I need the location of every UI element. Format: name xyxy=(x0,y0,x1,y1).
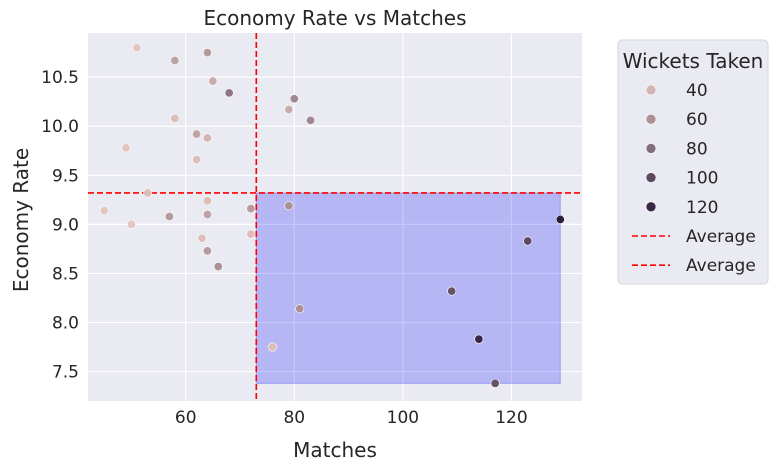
y-axis-label: Economy Rate xyxy=(9,148,33,292)
scatter-point xyxy=(132,43,142,53)
y-tick-label: 10.0 xyxy=(41,117,79,137)
scatter-point xyxy=(202,210,212,220)
scatter-point xyxy=(126,219,136,229)
scatter-point xyxy=(224,88,234,98)
scatter-point xyxy=(213,262,223,272)
legend-box xyxy=(617,39,769,285)
scatter-point xyxy=(523,236,533,246)
scatter-point xyxy=(192,155,202,165)
legend-marker xyxy=(645,143,657,154)
legend-label: Average xyxy=(686,227,756,247)
legend-marker xyxy=(645,172,657,183)
scatter-points-layer xyxy=(99,43,565,388)
highlight-region xyxy=(255,192,561,384)
legend-label: 80 xyxy=(686,139,708,159)
scatter-point xyxy=(121,143,131,153)
x-axis-label: Matches xyxy=(293,438,377,462)
scatter-point xyxy=(284,201,294,211)
y-tick-label: 9.5 xyxy=(52,166,79,186)
legend-marker xyxy=(645,201,657,213)
x-tick-label: 120 xyxy=(495,408,527,428)
scatter-point xyxy=(447,286,457,296)
highlight-region-layer xyxy=(255,192,561,384)
scatter-point xyxy=(490,378,500,388)
chart-title: Economy Rate vs Matches xyxy=(203,6,466,30)
legend-marker xyxy=(645,84,657,96)
scatter-point xyxy=(143,188,153,198)
scatter-point xyxy=(474,334,484,344)
scatter-point xyxy=(202,246,212,256)
scatter-point xyxy=(246,229,256,239)
legend-marker xyxy=(645,113,657,125)
scatter-point xyxy=(170,113,180,123)
scatter-point xyxy=(289,94,299,104)
y-tick-label: 9.0 xyxy=(52,215,79,235)
x-tick-labels: 60 80 100 120 xyxy=(175,408,528,428)
scatter-point xyxy=(295,304,305,314)
scatter-point xyxy=(192,129,202,139)
y-tick-labels: 7.5 8.0 8.5 9.0 9.5 10.0 10.5 xyxy=(41,68,79,382)
scatter-point xyxy=(284,105,294,115)
scatter-point xyxy=(202,196,212,206)
scatter-point xyxy=(99,206,109,216)
y-tick-label: 10.5 xyxy=(41,68,79,88)
scatter-point xyxy=(208,76,218,86)
legend-label: 40 xyxy=(686,81,708,101)
scatter-point xyxy=(555,214,565,224)
scatter-point xyxy=(170,55,180,65)
scatter-point xyxy=(202,48,212,58)
x-tick-label: 80 xyxy=(283,408,305,428)
legend-title: Wickets Taken xyxy=(623,49,764,73)
x-tick-label: 100 xyxy=(387,408,419,428)
grid-lines xyxy=(88,33,582,401)
scatter-point xyxy=(246,204,256,214)
scatter-point xyxy=(202,133,212,143)
legend-label: 100 xyxy=(686,169,718,189)
scatter-point xyxy=(306,115,316,125)
y-tick-label: 7.5 xyxy=(52,363,79,383)
scatter-point xyxy=(268,342,278,352)
legend-entries: 40 60 80 100 120 Average Average xyxy=(632,81,756,276)
y-tick-label: 8.5 xyxy=(52,264,79,284)
scatter-point xyxy=(164,212,174,222)
scatter-point xyxy=(197,233,207,243)
average-lines-layer xyxy=(88,33,582,401)
legend-label: 60 xyxy=(686,110,708,130)
legend: Wickets Taken 40 60 80 100 120 Average Average xyxy=(617,39,769,285)
y-tick-label: 8.0 xyxy=(52,313,79,333)
x-tick-label: 60 xyxy=(175,408,197,428)
legend-label: 120 xyxy=(686,198,718,218)
legend-label: Average xyxy=(686,256,756,276)
